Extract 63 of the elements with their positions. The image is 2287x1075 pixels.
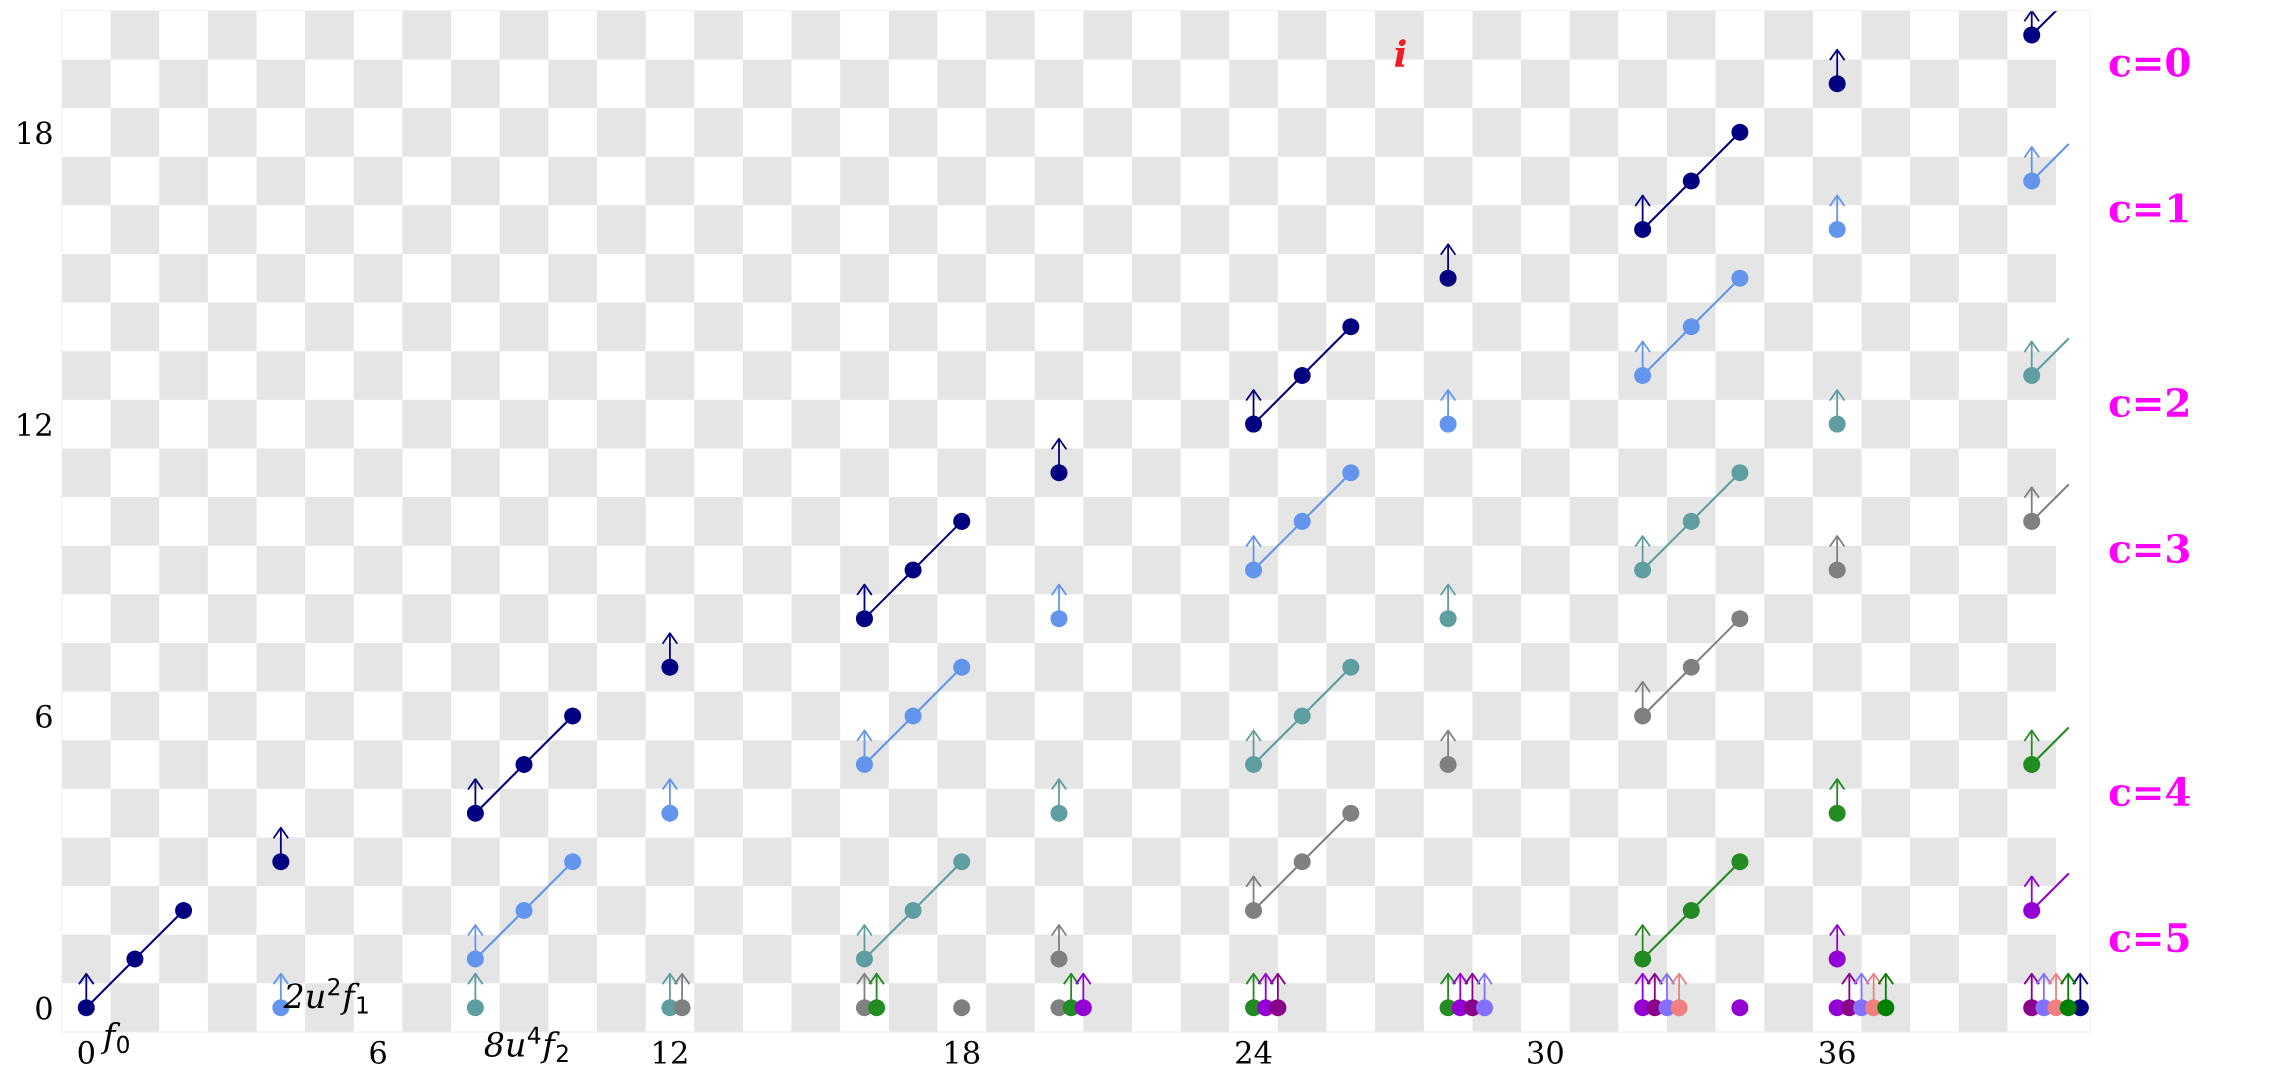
point [1731, 999, 1749, 1017]
point [673, 999, 691, 1017]
point [953, 512, 971, 530]
point [1439, 610, 1457, 628]
point [175, 901, 193, 919]
point [953, 999, 971, 1017]
y-tick-label: 18 [18, 121, 52, 145]
point [1731, 610, 1749, 628]
point [564, 707, 582, 725]
point [2059, 999, 2077, 1017]
x-tick-label: 36 [1820, 1040, 1855, 1064]
point [1682, 658, 1700, 676]
annotation: c=0 [2109, 47, 2190, 77]
point [904, 561, 922, 579]
point [1828, 415, 1846, 433]
x-tick-label: 12 [654, 1040, 687, 1064]
point [855, 610, 873, 628]
point [2023, 26, 2041, 44]
point [1828, 221, 1846, 239]
annotation: f$_{0}$ [100, 1022, 129, 1055]
point [515, 756, 533, 774]
point [77, 999, 95, 1017]
x-tick-label: 18 [946, 1040, 980, 1064]
x-tick-label: 24 [1236, 1040, 1272, 1064]
annotation: 2u$^{2}$f$_{1}$ [283, 977, 368, 1015]
point [1342, 318, 1360, 336]
point [1670, 999, 1688, 1017]
point [1731, 123, 1749, 141]
point [466, 804, 484, 822]
x-tick-label: 6 [370, 1040, 386, 1064]
annotation: c=4 [2109, 776, 2190, 807]
point [1634, 221, 1652, 239]
point [1074, 999, 1092, 1017]
point [1439, 415, 1457, 433]
point [2023, 512, 2041, 530]
annotation: c=3 [2109, 533, 2189, 564]
point [1245, 901, 1263, 919]
point [1050, 804, 1068, 822]
annotation: c=1 [2109, 193, 2188, 223]
point [1634, 707, 1652, 725]
point [661, 804, 679, 822]
point [126, 950, 144, 968]
annotation: c=5 [2109, 923, 2189, 953]
y-tick-label: 12 [18, 413, 51, 436]
point [868, 999, 886, 1017]
x-tick-label: 0 [78, 1040, 94, 1064]
x-tick-label: 30 [1528, 1040, 1563, 1064]
point [1682, 172, 1700, 190]
point [1476, 999, 1494, 1017]
point [1293, 853, 1311, 871]
point [1050, 610, 1068, 628]
annotation: c=2 [2109, 387, 2188, 418]
annotation: i [1394, 39, 1406, 67]
y-tick-label: 0 [36, 996, 52, 1020]
y-tick-label: 6 [36, 704, 52, 728]
annotation: 8u$^{4}$f$_{2}$ [484, 1026, 568, 1064]
point [2023, 901, 2041, 919]
point [1269, 999, 1287, 1017]
point [1342, 804, 1360, 822]
point [1828, 804, 1846, 822]
point [1293, 366, 1311, 384]
point [466, 999, 484, 1017]
point [1245, 415, 1263, 433]
